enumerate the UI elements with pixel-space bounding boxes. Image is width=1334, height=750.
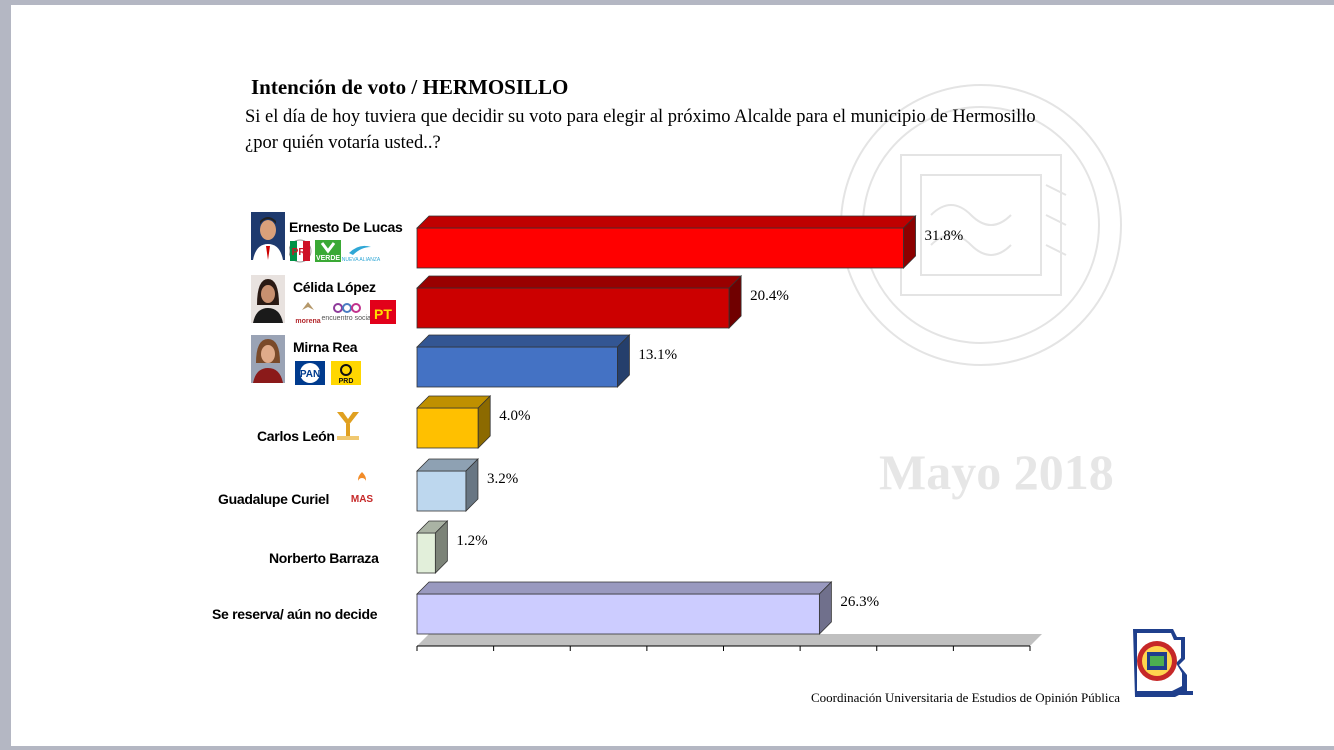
category-label: Mirna Rea: [293, 339, 358, 355]
bar-top-face: [416, 334, 631, 348]
chart-title: Intención de voto / HERMOSILLO: [251, 75, 569, 99]
bar: [416, 593, 820, 635]
mas-logo-icon: MAS: [351, 472, 374, 504]
bar-top-face: [416, 275, 743, 289]
chart-floor: [417, 634, 1042, 646]
bar-chart: 31.8% 20.4% 13.1% 4.0% 3.2% 1.2% 26.3%: [416, 215, 1042, 651]
bar: [416, 227, 904, 269]
slide: Intención de voto / HERMOSILLO Si el día…: [11, 5, 1334, 746]
bar-side-face: [728, 275, 742, 329]
candidate-photo-icon: [251, 335, 285, 383]
date-watermark: Mayo 2018: [879, 444, 1114, 500]
category-label: Célida López: [293, 279, 376, 295]
encuentro-logo-text: encuentro social: [322, 315, 373, 322]
category-label: Guadalupe Curiel: [218, 491, 330, 507]
category-label: Carlos León: [257, 428, 335, 444]
survey-question: Si el día de hoy tuviera que decidir su …: [245, 107, 1036, 153]
bar-top-face: [416, 581, 833, 595]
verde-logo-text: VERDE: [316, 255, 340, 262]
bar-side-face: [617, 334, 630, 388]
bar-side-face: [477, 395, 491, 449]
bar-side-face: [903, 215, 916, 269]
data-label: 20.4%: [750, 288, 789, 304]
prd-logo-text: PRD: [339, 378, 354, 385]
pri-logo-text: PRI: [292, 247, 309, 258]
morena-logo-text: morena: [295, 318, 320, 325]
bar: [416, 407, 479, 449]
bar: [416, 346, 618, 388]
bar-top-face: [416, 395, 492, 409]
data-label: 31.8%: [925, 228, 964, 244]
bar: [416, 287, 730, 329]
nueva-alianza-logo-text: NUEVA ALIANZA: [342, 257, 381, 263]
bar-side-face: [465, 458, 479, 512]
data-label: 13.1%: [638, 347, 677, 363]
seal-watermark-icon: [840, 84, 1122, 366]
bar: [416, 470, 467, 512]
independent-logo-icon: [337, 412, 359, 440]
footer-credit: Coordinación Universitaria de Estudios d…: [811, 690, 1121, 705]
data-label: 3.2%: [487, 471, 518, 487]
party-logos-icon: PRI VERDE NUEVA ALIANZA: [289, 239, 381, 263]
university-logo-icon: [1133, 629, 1193, 697]
bar-side-face: [818, 581, 832, 635]
category-label: Se reserva/ aún no decide: [212, 606, 378, 622]
party-logos-icon: morena encuentro social PT: [295, 300, 396, 325]
category-label: Norberto Barraza: [269, 550, 379, 566]
candidate-photo-icon: [251, 275, 285, 323]
data-label: 26.3%: [840, 594, 879, 610]
data-label: 4.0%: [499, 408, 530, 424]
mas-logo-text: MAS: [351, 494, 374, 504]
party-logos-icon: PAN PRD: [295, 361, 361, 385]
bar: [416, 532, 436, 574]
data-label: 1.2%: [456, 533, 487, 549]
bar-side-face: [434, 520, 448, 574]
pan-logo-text: PAN: [300, 369, 320, 380]
bar-top-face: [416, 215, 917, 229]
pt-logo-text: PT: [374, 306, 392, 322]
category-label: Ernesto De Lucas: [289, 219, 403, 235]
candidate-photo-icon: [251, 212, 285, 260]
